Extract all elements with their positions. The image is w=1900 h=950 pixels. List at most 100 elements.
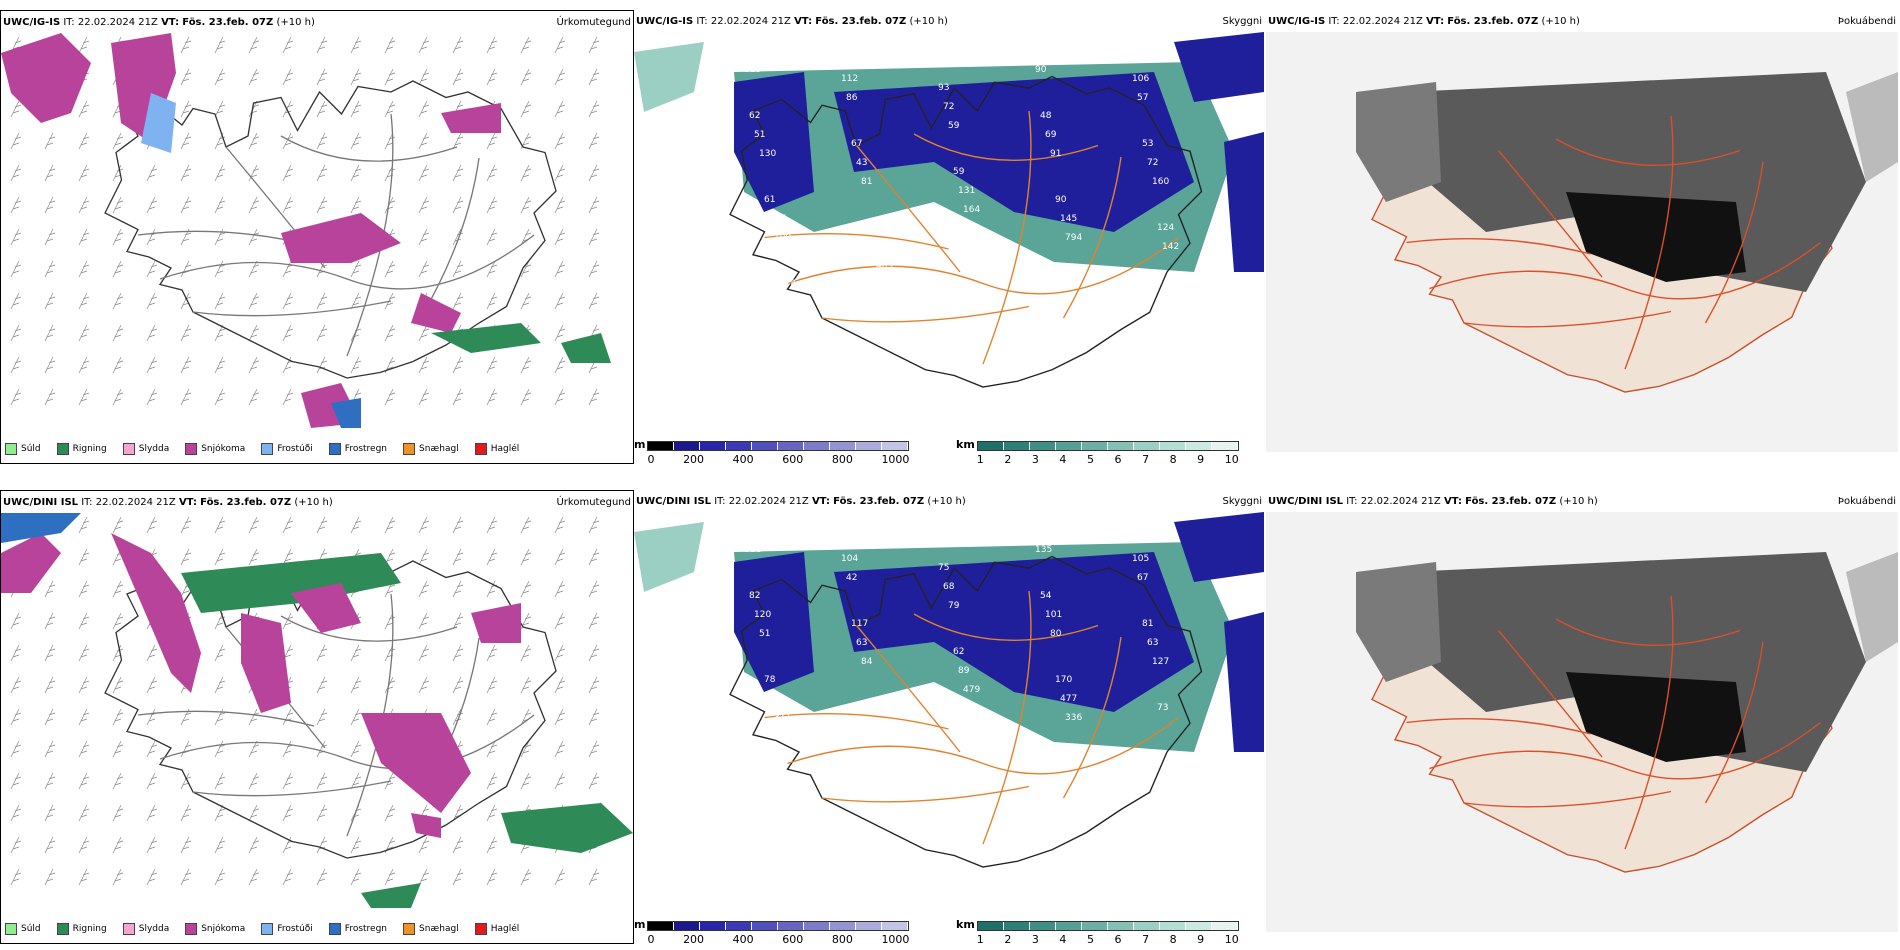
precip-legend: Súld Rigning Slydda Snjókoma Frostúði Frostre… xyxy=(5,923,519,935)
visibility-value: 117 xyxy=(851,619,868,629)
rain-area xyxy=(431,323,541,353)
visibility-value: 42 xyxy=(846,573,857,583)
snow-area xyxy=(411,813,441,838)
visibility-value: 106 xyxy=(1132,74,1149,84)
legend-swatch xyxy=(5,443,17,455)
visibility-value: 81 xyxy=(861,177,872,187)
visibility-value: 174 xyxy=(779,279,796,289)
rain-area xyxy=(361,883,421,908)
run-info: UWC/DINI ISL IT: 22.02.2024 21Z VT: Fös.… xyxy=(636,496,966,507)
visibility-value: 68 xyxy=(943,582,955,592)
legend-item: Súld xyxy=(5,923,41,935)
road-network xyxy=(1406,115,1821,370)
visibility-value: 59 xyxy=(948,121,960,131)
legend-swatch xyxy=(185,443,198,455)
visibility-value: 477 xyxy=(1060,694,1077,704)
run-info: UWC/IG-IS IT: 22.02.2024 21Z VT: Fös. 23… xyxy=(3,17,315,28)
legend-item: Haglél xyxy=(474,443,519,455)
visibility-value: 586 xyxy=(866,703,883,713)
visibility-value: 82 xyxy=(749,591,760,601)
fog-index-panel: UWC/DINI ISL IT: 22.02.2024 21Z VT: Fös.… xyxy=(1266,490,1898,942)
legend-item: Slydda xyxy=(122,443,169,455)
legend-item: Frostúði xyxy=(261,923,313,935)
legend-swatch xyxy=(261,443,274,455)
visibility-value: 69 xyxy=(1045,130,1057,140)
precip-map xyxy=(1,33,611,428)
visibility-value: 311 xyxy=(774,713,791,723)
fog-area xyxy=(1406,72,1866,292)
visibility-value: 794 xyxy=(1065,233,1082,243)
visibility-value: 48 xyxy=(1040,111,1052,121)
visibility-value: 57 xyxy=(1137,93,1148,103)
legend-item: Snjókoma xyxy=(185,923,245,935)
visibility-value: 181 xyxy=(968,731,985,741)
panel-title: Þokuábendi xyxy=(1837,16,1896,27)
fog-index-panel: UWC/IG-IS IT: 22.02.2024 21Z VT: Fös. 23… xyxy=(1266,10,1898,462)
legend-swatch xyxy=(403,923,416,935)
legend-swatch xyxy=(56,923,69,935)
visibility-value: 62 xyxy=(749,111,760,121)
fog-area xyxy=(1356,82,1441,202)
road-network xyxy=(1406,595,1821,850)
visibility-value: 91 xyxy=(1050,149,1061,159)
road-network xyxy=(137,113,535,357)
precip-type-panel: UWC/DINI ISL IT: 22.02.2024 21Z VT: Fös.… xyxy=(0,490,634,944)
fog-area xyxy=(1174,32,1264,102)
visibility-value: 105 xyxy=(1132,554,1149,564)
legend-item: Slydda xyxy=(122,923,169,935)
visibility-value: 101 xyxy=(1045,610,1062,620)
visibility-value: 93 xyxy=(938,83,949,93)
snow-area xyxy=(281,213,401,263)
visibility-value: 124 xyxy=(1157,223,1174,233)
fog-area xyxy=(1566,672,1746,762)
visibility-value: 142 xyxy=(1162,242,1179,252)
legend-item: Haglél xyxy=(474,923,519,935)
iceland-outline xyxy=(729,75,1203,388)
legend-swatch xyxy=(122,443,135,455)
visibility-panel: UWC/DINI ISL IT: 22.02.2024 21Z VT: Fös.… xyxy=(634,490,1326,946)
precip-map xyxy=(1,513,633,908)
visibility-value: 90 xyxy=(1055,195,1067,205)
fog-area xyxy=(834,552,1194,712)
iceland-outline xyxy=(729,555,1203,868)
panel-title: Úrkomutegund xyxy=(556,17,631,28)
legend-swatch xyxy=(403,443,416,455)
visibility-value: 104 xyxy=(841,554,858,564)
visibility-value: 221 xyxy=(871,242,888,252)
snow-area xyxy=(411,293,461,333)
fog-area xyxy=(1224,612,1264,752)
legend-swatch xyxy=(5,923,17,935)
panel-title: Úrkomutegund xyxy=(556,497,631,508)
visibility-value: 63 xyxy=(856,638,867,648)
snow-area xyxy=(1,533,61,593)
fog-area xyxy=(1846,72,1898,182)
run-info: UWC/IG-IS IT: 22.02.2024 21Z VT: Fös. 23… xyxy=(1268,16,1580,27)
visibility-value: 51 xyxy=(759,629,770,639)
visibility-value: 78 xyxy=(764,675,776,685)
wind-barbs xyxy=(10,36,600,406)
legend-swatch xyxy=(474,923,487,935)
snow-area xyxy=(111,533,201,693)
visibility-value: 53 xyxy=(1142,139,1153,149)
fog-area xyxy=(734,72,814,212)
visibility-value: 120 xyxy=(754,610,771,620)
visibility-value: 71 xyxy=(769,694,780,704)
legend-item: Frostúði xyxy=(261,443,313,455)
visibility-value: 80 xyxy=(1050,629,1062,639)
fog-area xyxy=(1406,552,1866,772)
visibility-value: 89 xyxy=(958,666,970,676)
visibility-value: 79 xyxy=(948,601,960,611)
road-network xyxy=(137,593,535,837)
visibility-value: 170 xyxy=(1055,675,1072,685)
panel-title: Þokuábendi xyxy=(1837,496,1896,507)
visibility-value: 61 xyxy=(764,195,775,205)
visibility-value: 51 xyxy=(754,130,765,140)
scale-scale_m: m 0 200 400 600 800 1000 xyxy=(634,438,910,466)
legend-swatch xyxy=(122,923,135,935)
legend-swatch xyxy=(261,923,274,935)
haze-area xyxy=(634,522,704,592)
run-info: UWC/DINI ISL IT: 22.02.2024 21Z VT: Fös.… xyxy=(3,497,333,508)
scale-scale_m: m 0 200 400 600 800 1000 xyxy=(634,918,910,946)
visibility-value: 43 xyxy=(856,158,867,168)
visibility-value: 67 xyxy=(851,139,862,149)
